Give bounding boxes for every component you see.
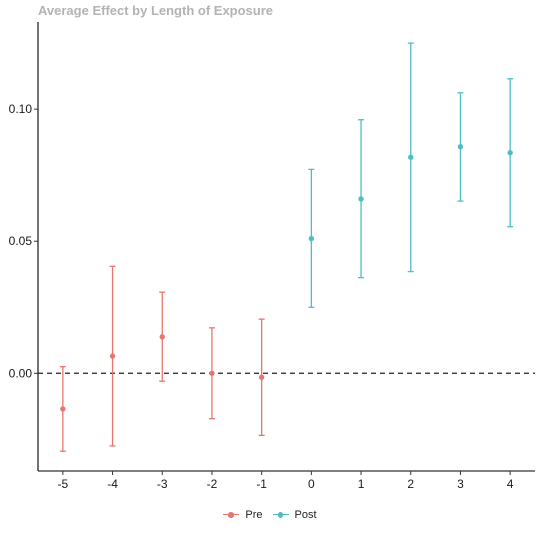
point-pre bbox=[109, 353, 116, 359]
y-tick-label: 0.10 bbox=[9, 102, 33, 116]
x-tick-label: 4 bbox=[507, 477, 514, 491]
point-post bbox=[308, 235, 315, 242]
x-tick-label: -3 bbox=[157, 477, 168, 491]
legend-item-pre: Pre bbox=[223, 509, 263, 521]
x-tick-label: -5 bbox=[58, 477, 69, 491]
legend-item-post: Post bbox=[272, 509, 317, 521]
point-post bbox=[507, 150, 513, 156]
point-pre bbox=[209, 370, 215, 376]
point-post bbox=[358, 196, 364, 202]
x-tick-label: -2 bbox=[207, 477, 218, 491]
point-post bbox=[408, 154, 414, 160]
legend-key-post bbox=[272, 510, 289, 520]
point-post bbox=[457, 143, 464, 150]
axes: 0.00 0.05 0.10 -5 -4 -3 -2 -1 0 1 2 3 4 bbox=[9, 22, 535, 491]
y-tick-label: 0.05 bbox=[9, 234, 33, 248]
x-tick-label: -1 bbox=[256, 477, 267, 491]
x-tick-label: 0 bbox=[308, 477, 315, 491]
legend-key-pre bbox=[223, 510, 240, 520]
point-pre bbox=[258, 374, 265, 380]
y-tick-label: 0.00 bbox=[9, 366, 33, 380]
legend-label-pre: Pre bbox=[245, 509, 263, 521]
legend-label-post: Post bbox=[294, 509, 317, 521]
point-pre bbox=[159, 334, 165, 340]
x-tick-label: 2 bbox=[407, 477, 414, 491]
legend: Pre Post bbox=[0, 509, 540, 521]
point-pre bbox=[60, 406, 66, 412]
x-tick-label: -4 bbox=[107, 477, 118, 491]
chart-marks bbox=[38, 42, 535, 452]
chart-title: Average Effect by Length of Exposure bbox=[38, 3, 274, 18]
x-tick-label: 1 bbox=[358, 477, 365, 491]
x-tick-label: 3 bbox=[457, 477, 464, 491]
